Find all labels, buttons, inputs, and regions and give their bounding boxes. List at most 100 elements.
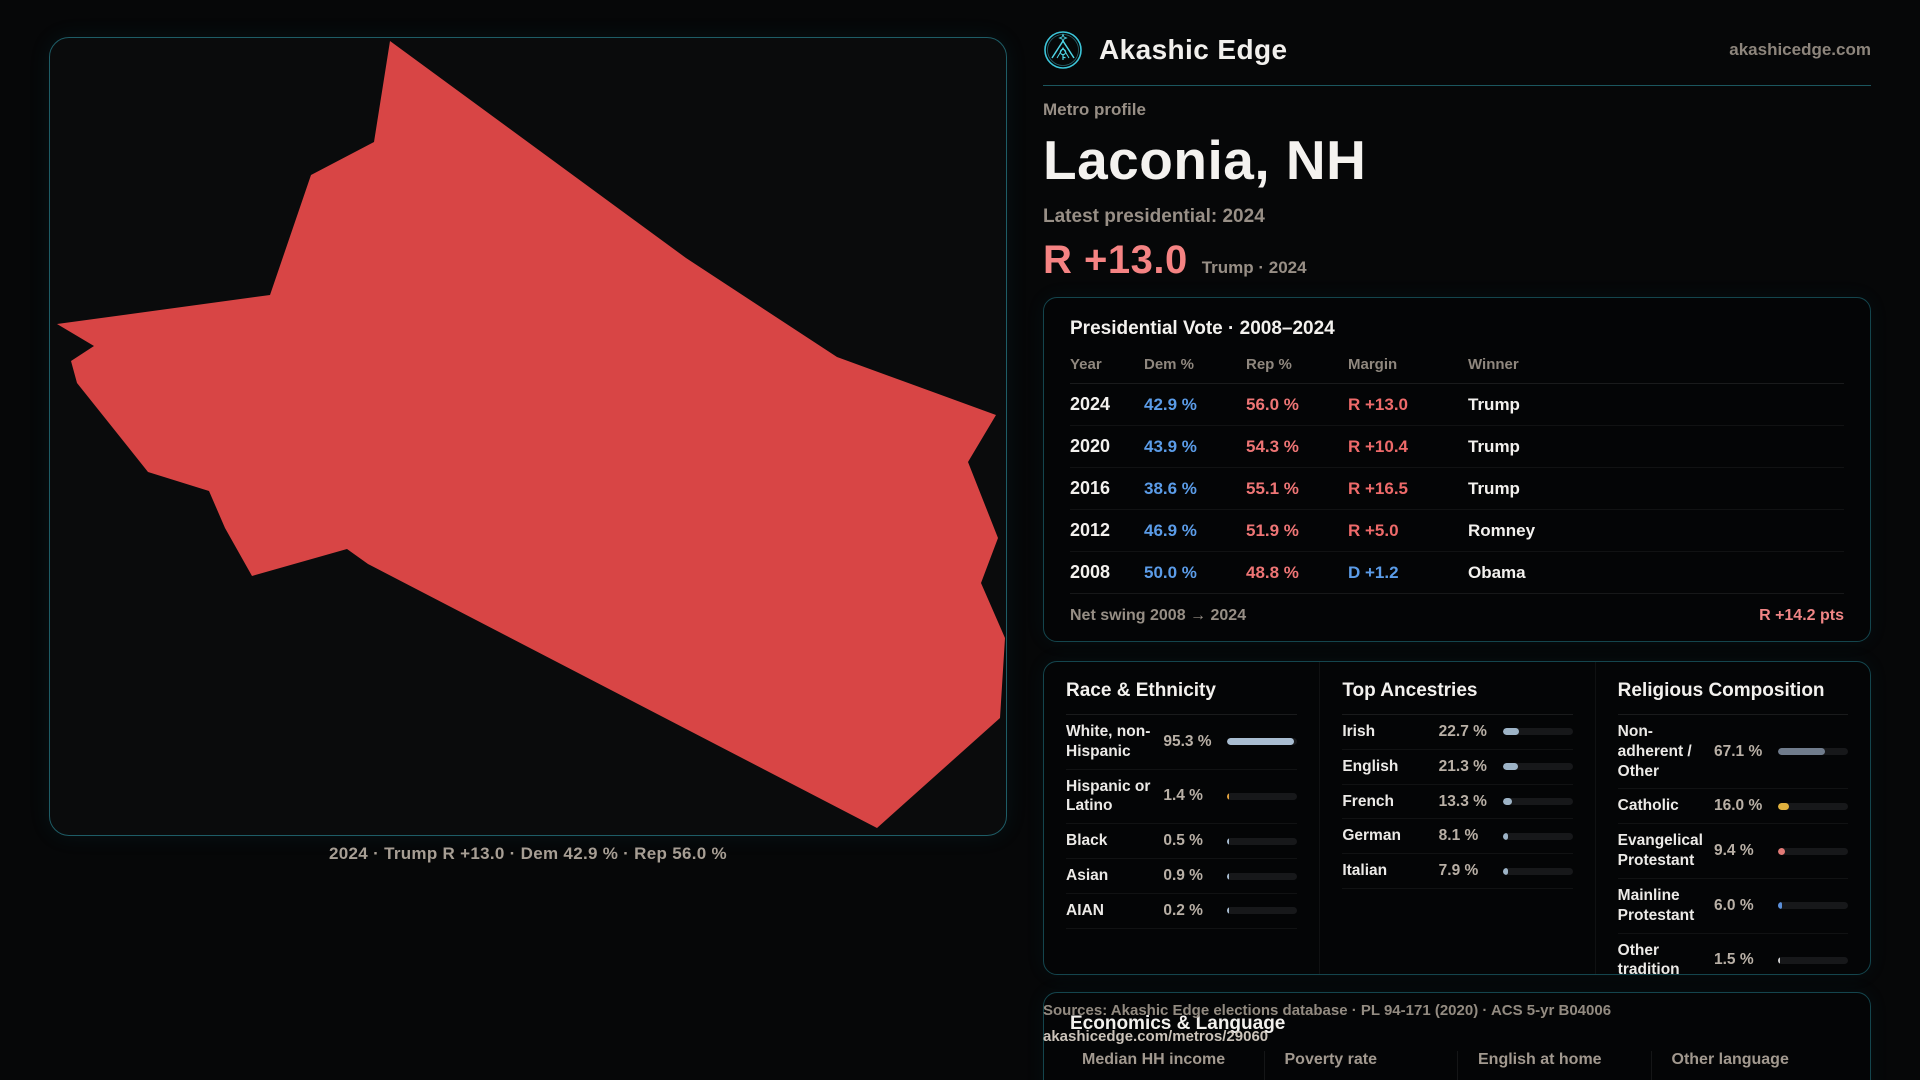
stat-label: Median HH income bbox=[1082, 1051, 1226, 1068]
demo-bar-track bbox=[1227, 792, 1298, 800]
economics-card: Economics & Language Median HH income $6… bbox=[1043, 992, 1871, 1080]
column-header-dem: Dem % bbox=[1144, 356, 1195, 373]
demo-value: 9.4 % bbox=[1714, 842, 1754, 860]
demo-bar-track bbox=[1502, 867, 1573, 875]
demo-bar-track bbox=[1778, 748, 1848, 756]
net-swing-row: Net swing 2008 → 2024 R +14.2 pts bbox=[1070, 594, 1844, 631]
list-item: White, non-Hispanic 95.3 % bbox=[1066, 715, 1298, 770]
metro-url-link[interactable]: akashicedge.com/metros/29060 bbox=[1043, 1028, 1269, 1045]
margin-cell: R +16.5 bbox=[1348, 478, 1409, 498]
demo-bar-fill bbox=[1502, 832, 1509, 840]
demo-value: 95.3 % bbox=[1163, 732, 1212, 750]
demo-bar-fill bbox=[1778, 802, 1790, 810]
site-domain-link[interactable]: akashicedge.com bbox=[1729, 40, 1871, 59]
demo-label: German bbox=[1342, 827, 1401, 845]
stat-label: Other language bbox=[1671, 1051, 1789, 1068]
dem-cell: 42.9 % bbox=[1144, 394, 1197, 414]
economics-title: Economics & Language bbox=[1070, 1013, 1286, 1034]
stat-value: 95.6 % bbox=[1478, 1077, 1651, 1080]
demo-bar-track bbox=[1502, 798, 1573, 806]
table-row: 2012 46.9 % 51.9 % R +5.0 Romney bbox=[1070, 510, 1844, 552]
list-item: Other tradition 1.5 % bbox=[1617, 934, 1848, 975]
demo-value: 16.0 % bbox=[1714, 797, 1763, 815]
demographics-card: Race & Ethnicity White, non-Hispanic 95.… bbox=[1043, 661, 1871, 975]
demo-bar-fill bbox=[1502, 867, 1509, 875]
demo-bar-fill bbox=[1778, 902, 1783, 910]
demo-label: Other tradition bbox=[1617, 941, 1680, 975]
demo-value: 0.9 % bbox=[1163, 867, 1203, 885]
rep-cell: 55.1 % bbox=[1246, 478, 1299, 498]
religious-composition-column: Religious Composition Non-adherent / Oth… bbox=[1594, 662, 1870, 975]
demo-bar-track bbox=[1502, 763, 1573, 771]
stat-cell: Median HH income $64,070 bbox=[1070, 1051, 1264, 1080]
stat-value: 4.4 % bbox=[1672, 1077, 1845, 1080]
list-item: English 21.3 % bbox=[1342, 750, 1573, 785]
sources-line: Sources: Akashic Edge elections database… bbox=[1043, 1002, 1612, 1019]
metro-map bbox=[57, 41, 1005, 828]
sources-footer: Sources: Akashic Edge elections database… bbox=[1043, 1002, 1611, 1045]
race-ethnicity-column: Race & Ethnicity White, non-Hispanic 95.… bbox=[1044, 662, 1319, 974]
demo-bar-fill bbox=[1227, 907, 1229, 915]
margin-cell: R +10.4 bbox=[1348, 436, 1409, 456]
demo-value: 0.5 % bbox=[1163, 832, 1203, 850]
list-item: Non-adherent / Other 67.1 % bbox=[1617, 715, 1848, 790]
demo-label: English bbox=[1342, 757, 1399, 775]
winner-cell: Trump bbox=[1468, 436, 1520, 456]
vote-table-header: Year Dem % Rep % Margin Winner bbox=[1070, 340, 1844, 384]
stat-cell: Poverty rate 8.5 % bbox=[1263, 1051, 1458, 1080]
column-header-margin: Margin bbox=[1348, 356, 1398, 373]
demo-value: 6.0 % bbox=[1714, 896, 1754, 914]
table-row: 2024 42.9 % 56.0 % R +13.0 Trump bbox=[1070, 384, 1844, 426]
top-ancestries-column: Top Ancestries Irish 22.7 % English 21.3… bbox=[1319, 662, 1594, 974]
demo-bar-track bbox=[1502, 832, 1573, 840]
stat-cell: English at home 95.6 % bbox=[1457, 1051, 1651, 1080]
rep-cell: 54.3 % bbox=[1246, 436, 1299, 456]
demo-label: Mainline Protestant bbox=[1617, 886, 1695, 924]
headline-margin: R +13.0 bbox=[1043, 238, 1188, 282]
demo-value: 8.1 % bbox=[1438, 827, 1479, 845]
section-title: Religious Composition bbox=[1617, 680, 1848, 715]
demo-label: Non-adherent / Other bbox=[1617, 723, 1692, 780]
winner-cell: Romney bbox=[1468, 520, 1536, 540]
page-title: Laconia, NH bbox=[1043, 129, 1367, 191]
year-cell: 2012 bbox=[1070, 520, 1111, 540]
dem-cell: 38.6 % bbox=[1144, 478, 1197, 498]
demo-value: 0.2 % bbox=[1163, 901, 1203, 919]
rep-cell: 48.8 % bbox=[1246, 562, 1299, 582]
stat-value: $64,070 bbox=[1082, 1077, 1264, 1080]
demo-label: White, non-Hispanic bbox=[1066, 723, 1151, 760]
demo-bar-track bbox=[1227, 872, 1298, 880]
demo-value: 7.9 % bbox=[1438, 862, 1479, 880]
rep-cell: 56.0 % bbox=[1246, 394, 1299, 414]
demo-label: Asian bbox=[1066, 867, 1109, 885]
demo-bar-fill bbox=[1227, 837, 1229, 845]
demo-label: Evangelical Protestant bbox=[1617, 832, 1703, 870]
net-swing-label: Net swing 2008 → 2024 bbox=[1070, 607, 1247, 624]
demo-bar-fill bbox=[1227, 872, 1229, 880]
vote-table-title: Presidential Vote · 2008–2024 bbox=[1070, 318, 1335, 339]
table-row: 2020 43.9 % 54.3 % R +10.4 Trump bbox=[1070, 426, 1844, 468]
demo-label: Black bbox=[1066, 832, 1108, 850]
demo-label: AIAN bbox=[1066, 901, 1104, 919]
demo-value: 21.3 % bbox=[1438, 757, 1487, 775]
margin-cell: D +1.2 bbox=[1348, 562, 1399, 582]
demo-value: 1.5 % bbox=[1714, 951, 1754, 969]
stat-cell: Other language 4.4 % bbox=[1650, 1051, 1845, 1080]
site-header: Akashic Edge akashicedge.com bbox=[1043, 0, 1871, 70]
year-cell: 2008 bbox=[1070, 562, 1111, 582]
demo-value: 1.4 % bbox=[1163, 787, 1203, 805]
winner-cell: Trump bbox=[1468, 478, 1520, 498]
section-title: Top Ancestries bbox=[1342, 680, 1573, 715]
year-cell: 2024 bbox=[1070, 394, 1111, 414]
column-header-year: Year bbox=[1070, 356, 1102, 373]
demo-bar-track bbox=[1778, 902, 1848, 910]
column-header-rep: Rep % bbox=[1246, 356, 1292, 373]
list-item: Hispanic or Latino 1.4 % bbox=[1066, 770, 1298, 825]
dem-cell: 50.0 % bbox=[1144, 562, 1197, 582]
demo-value: 67.1 % bbox=[1714, 742, 1763, 760]
table-row: 2016 38.6 % 55.1 % R +16.5 Trump bbox=[1070, 468, 1844, 510]
stat-value: 8.5 % bbox=[1285, 1077, 1458, 1080]
net-swing-value: R +14.2 pts bbox=[1759, 607, 1844, 624]
headline-result: R +13.0 Trump · 2024 bbox=[1043, 238, 1871, 283]
